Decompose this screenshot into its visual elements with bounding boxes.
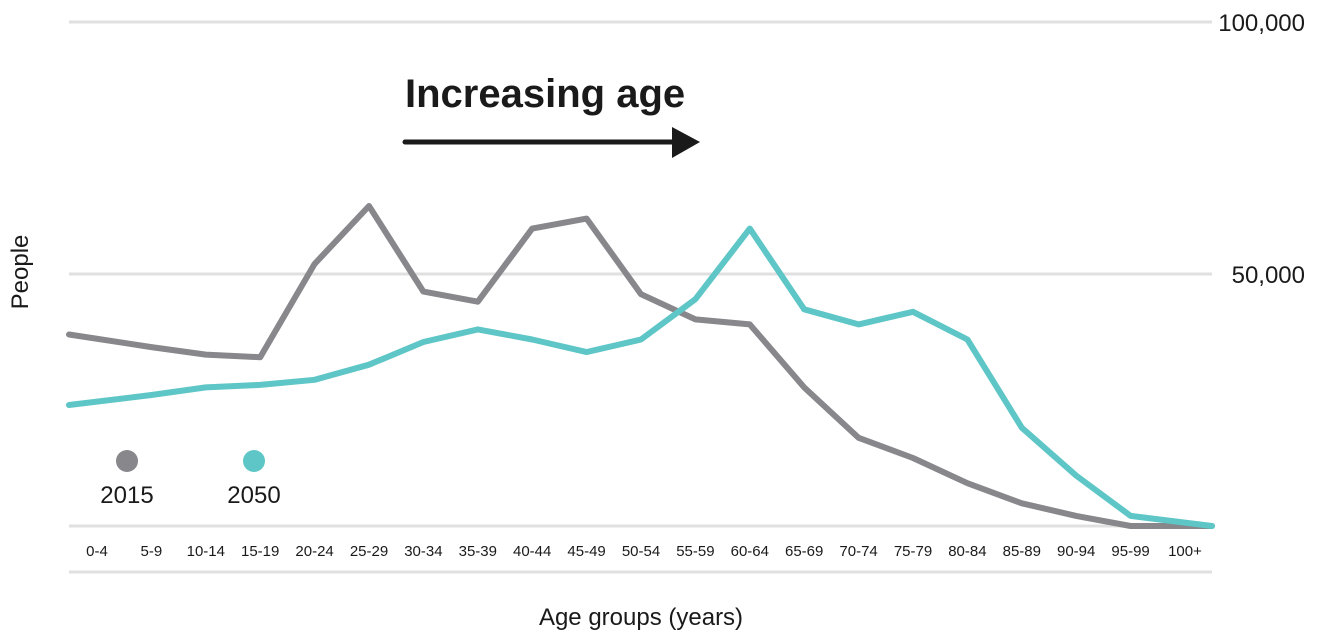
legend-label-2050: 2050: [227, 482, 280, 509]
increasing-age-annotation: Increasing age: [405, 72, 685, 116]
series-line-2050: [66, 225, 1215, 529]
x-tick-label: 40-44: [513, 543, 551, 560]
x-tick-label: 60-64: [731, 543, 769, 560]
legend-label-2015: 2015: [100, 482, 153, 509]
x-axis-title: Age groups (years): [539, 604, 743, 631]
right-arrow-icon: [402, 127, 700, 158]
y-tick-label: 100,000: [1218, 10, 1305, 37]
x-tick-label: 25-29: [350, 543, 388, 560]
x-axis-tick-labels: 0-4 5-9 10-14 15-19 20-24 25-29 30-34 35-39 40-4…: [86, 543, 1202, 560]
legend: 2015 2050: [100, 450, 281, 509]
x-tick-label: 30-34: [404, 543, 442, 560]
x-tick-label: 80-84: [948, 543, 986, 560]
x-tick-label: 45-49: [567, 543, 605, 560]
x-tick-label: 70-74: [839, 543, 877, 560]
legend-marker-2050: [243, 450, 265, 472]
x-tick-label: 75-79: [894, 543, 932, 560]
x-tick-label: 10-14: [187, 543, 225, 560]
x-tick-label: 15-19: [241, 543, 279, 560]
y-axis-tick-labels: 50,000 100,000: [1218, 10, 1305, 289]
x-tick-label: 55-59: [676, 543, 714, 560]
x-tick-label: 35-39: [459, 543, 497, 560]
series-lines: [66, 203, 1215, 529]
x-tick-label: 85-89: [1003, 543, 1041, 560]
gridlines: [69, 20, 1212, 574]
x-tick-label: 90-94: [1057, 543, 1095, 560]
legend-marker-2015: [116, 450, 138, 472]
y-axis-title: People: [7, 235, 34, 310]
x-tick-label: 20-24: [295, 543, 333, 560]
y-tick-label: 50,000: [1232, 262, 1305, 289]
x-tick-label: 50-54: [622, 543, 660, 560]
x-tick-label: 0-4: [86, 543, 108, 560]
series-line-2015: [66, 203, 1215, 529]
x-tick-label: 95-99: [1111, 543, 1149, 560]
x-tick-label: 65-69: [785, 543, 823, 560]
x-tick-label: 100+: [1168, 543, 1202, 560]
x-tick-label: 5-9: [141, 543, 163, 560]
